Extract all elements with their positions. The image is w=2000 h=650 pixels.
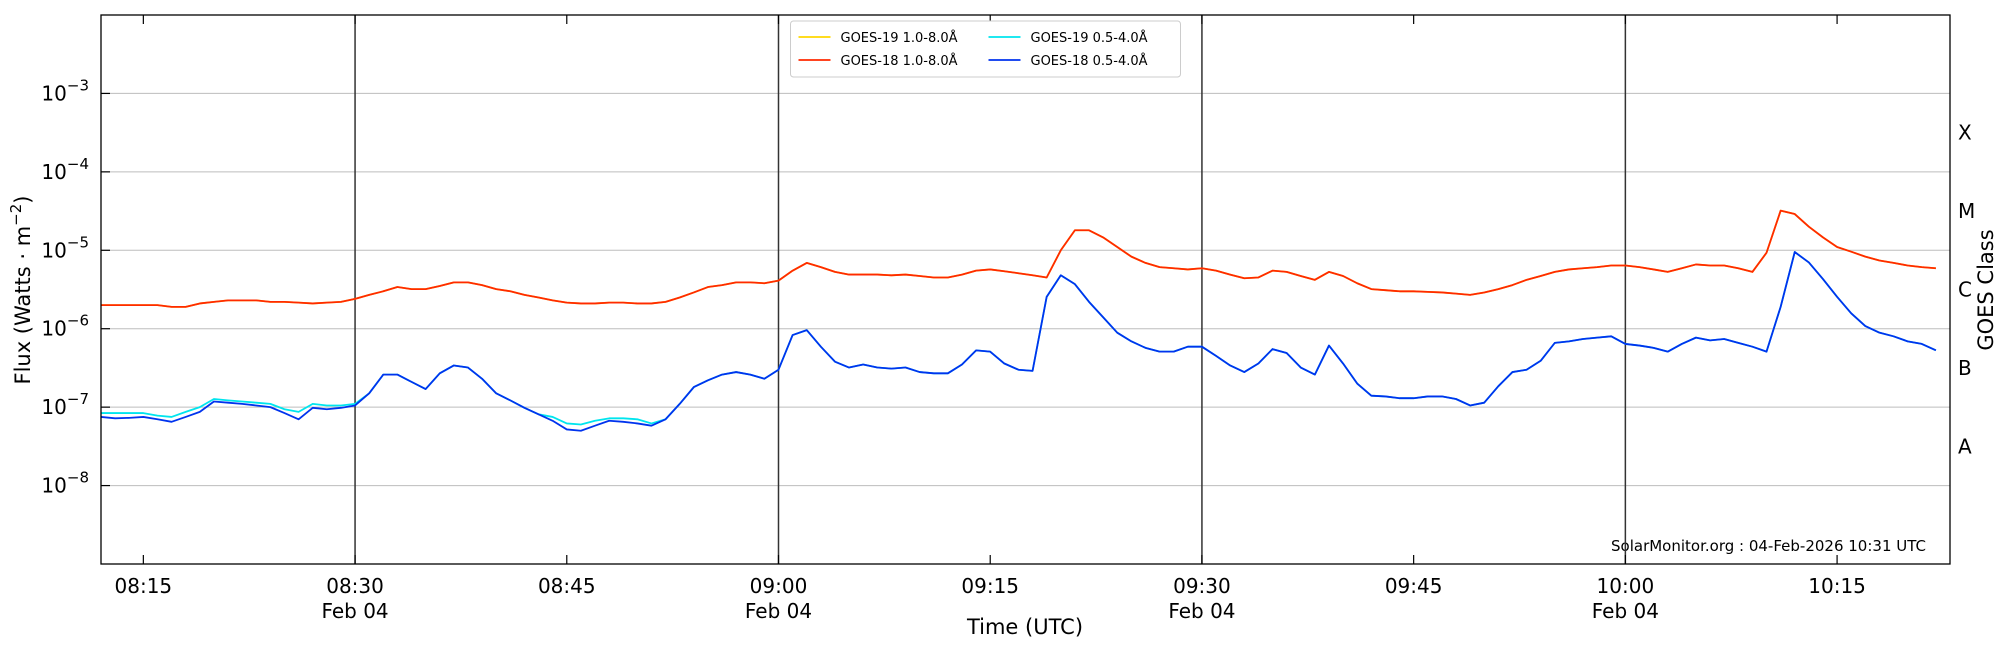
y-tick-base: 10: [41, 474, 66, 498]
legend-label: GOES-19 0.5-4.0Å: [1031, 30, 1148, 46]
legend-box: [790, 20, 1181, 78]
y-tick-base: 10: [41, 238, 66, 262]
x-tick-label: 08:45: [538, 574, 596, 598]
y-tick-label: 10−4: [41, 155, 89, 184]
y-tick-base: 10: [41, 81, 66, 105]
x-axis-label: Time (UTC): [966, 615, 1083, 639]
x-tick-label: 09:15: [961, 574, 1019, 598]
y-tick-exponent: −5: [67, 233, 89, 251]
legend-label: GOES-18 1.0-8.0Å: [841, 53, 958, 69]
legend-label: GOES-19 1.0-8.0Å: [841, 30, 958, 46]
y-tick-label: 10−6: [41, 312, 89, 341]
y-tick-exponent: −4: [67, 155, 89, 173]
x-tick-label: 09:00: [750, 574, 808, 598]
legend-label: GOES-18 0.5-4.0Å: [1031, 53, 1148, 69]
y2-tick-label: A: [1958, 434, 1972, 458]
y-tick-exponent: −3: [67, 76, 89, 94]
x-tick-date: Feb 04: [1592, 599, 1659, 623]
y-axis-label-suffix: ): [11, 195, 35, 203]
y-tick-exponent: −6: [67, 312, 89, 330]
y-tick-base: 10: [41, 395, 66, 419]
y-tick-label: 10−8: [41, 469, 89, 498]
y-tick-label: 10−5: [41, 233, 89, 262]
x-tick-label: 08:30: [326, 574, 384, 598]
y2-tick-label: M: [1958, 199, 1975, 223]
series-line: [101, 251, 1937, 426]
y2-tick-label: B: [1958, 356, 1972, 380]
y-tick-label: 10−7: [41, 390, 89, 419]
y-axis-label-exponent: −2: [7, 204, 25, 226]
y-tick-exponent: −7: [67, 390, 89, 408]
x-tick-label: 09:30: [1173, 574, 1231, 598]
x-tick-label: 10:15: [1808, 574, 1866, 598]
x-tick-date: Feb 04: [1168, 599, 1235, 623]
y2-axis-label: GOES Class: [1974, 229, 1998, 350]
x-tick-label: 09:45: [1385, 574, 1443, 598]
y-tick-base: 10: [41, 317, 66, 341]
y-tick-base: 10: [41, 160, 66, 184]
x-tick-label: 08:15: [115, 574, 173, 598]
x-tick-label: 10:00: [1597, 574, 1655, 598]
y-axis-label: Flux (Watts · m−2): [7, 195, 35, 384]
plot-frame: [100, 14, 1951, 565]
x-tick-date: Feb 04: [321, 599, 388, 623]
plot-area: [101, 209, 1937, 432]
x-tick-date: Feb 04: [745, 599, 812, 623]
y-tick-exponent: −8: [67, 469, 89, 487]
annotation: SolarMonitor.org : 04-Feb-2026 10:31 UTC: [1611, 537, 1926, 555]
y2-tick-label: X: [1958, 121, 1972, 145]
series-line: [101, 209, 1936, 308]
y-axis-label-text: Flux (Watts · m: [11, 226, 35, 385]
series-line: [101, 251, 1937, 432]
y2-tick-label: C: [1958, 278, 1972, 302]
y-tick-label: 10−3: [41, 76, 89, 105]
